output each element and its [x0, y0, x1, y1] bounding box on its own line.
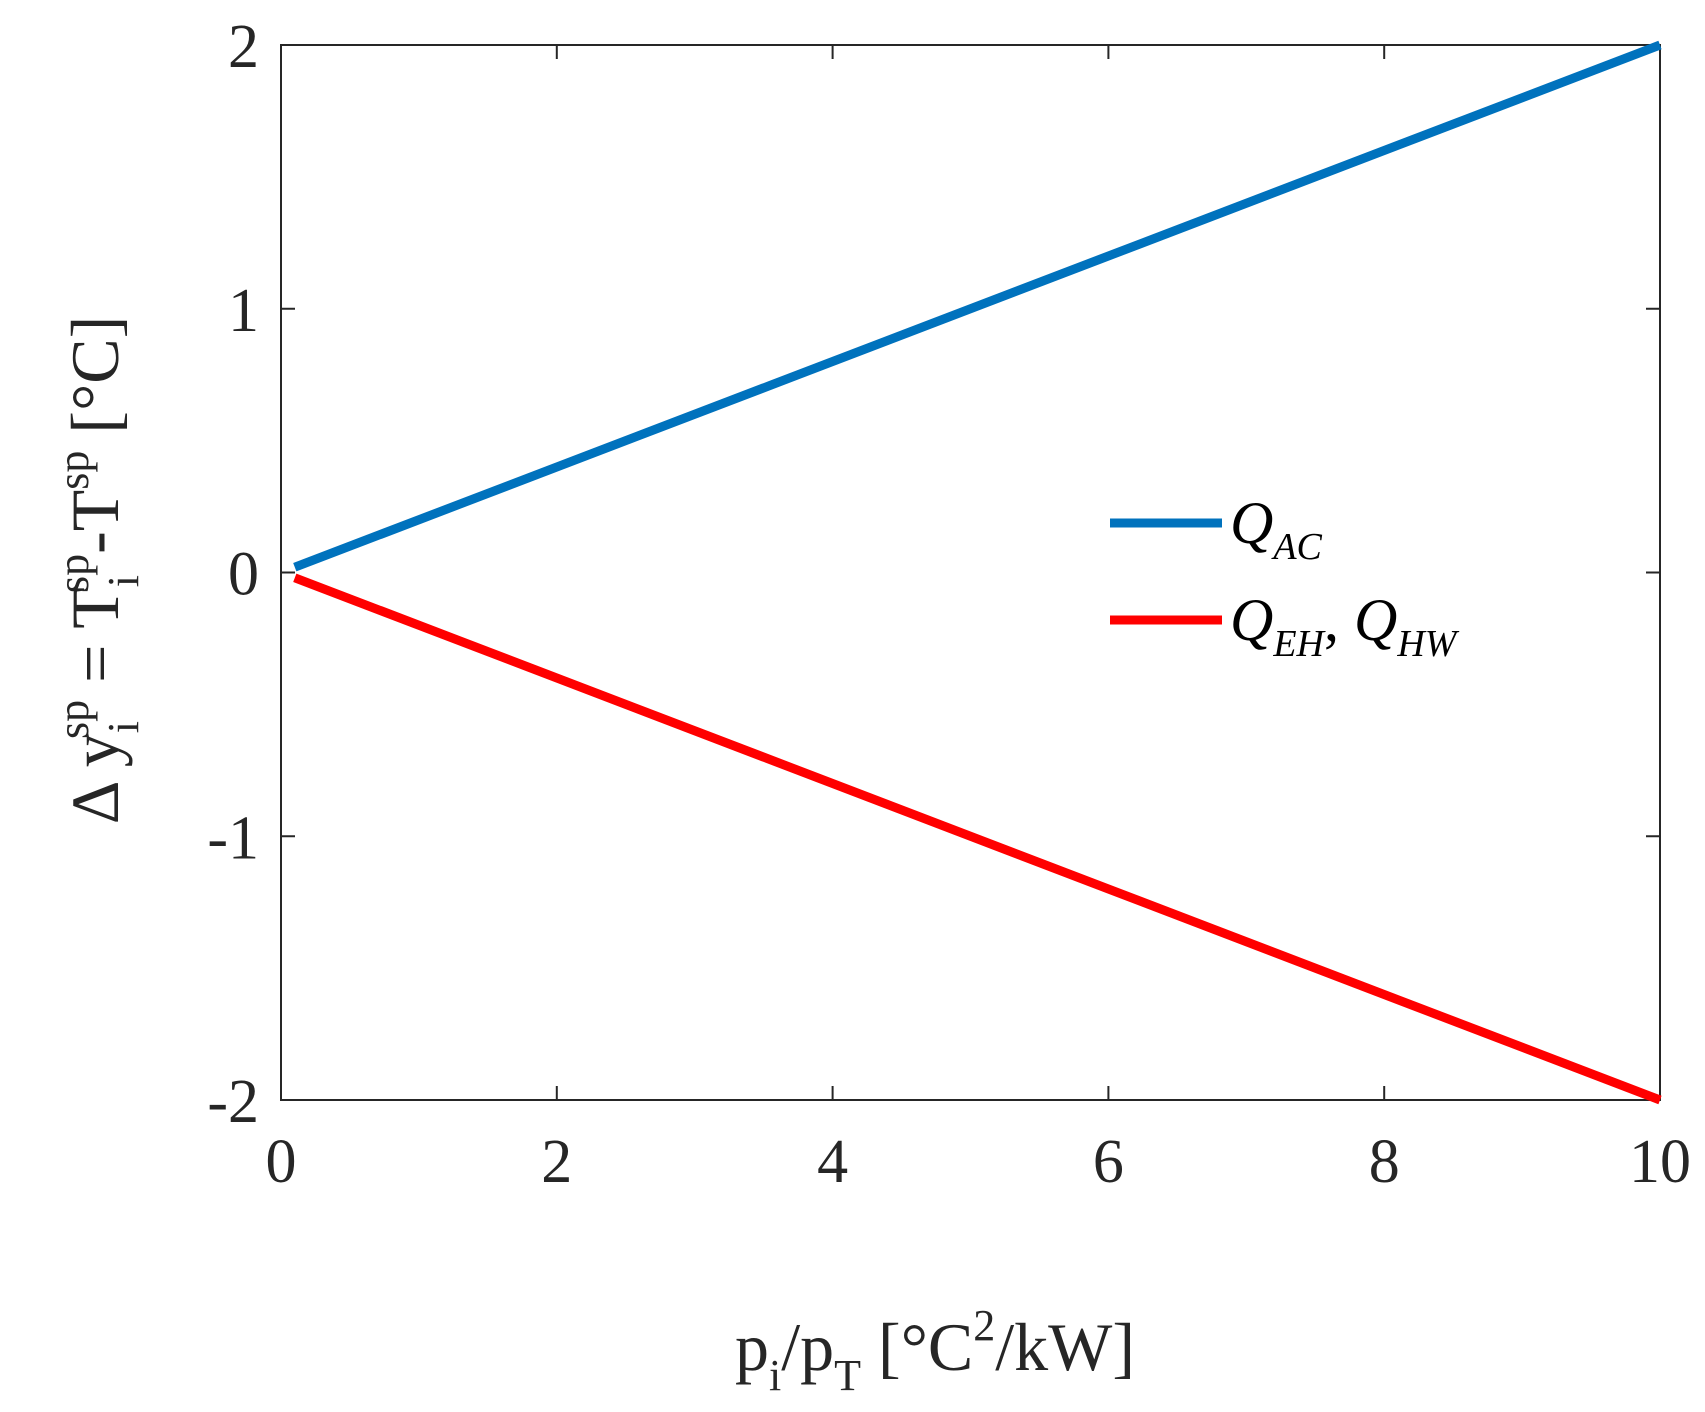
y-axis-title: Δ yisp = Tisp-Tsp [°C]: [49, 316, 148, 825]
x-tick-label: 4: [817, 1128, 848, 1196]
series-lines: [293, 40, 1662, 1105]
legend-symbol: Q: [1230, 587, 1273, 653]
x-axis-title-base: p: [735, 1309, 769, 1385]
x-axis-title-unit-end: /kW]: [995, 1309, 1135, 1385]
legend-label-2: QEH, QHW: [1230, 587, 1460, 665]
x-axis-title-unit-start: [°C: [861, 1309, 973, 1385]
y-axis-title-y-sub: i: [99, 721, 148, 733]
legend-symbol: Q: [1230, 490, 1273, 556]
x-axis-title-sep: /p: [781, 1309, 834, 1385]
legend-label-1: QAC: [1230, 490, 1323, 568]
legend-subscript: EH: [1272, 623, 1326, 665]
y-axis-title-t1-sub: i: [99, 575, 148, 587]
x-tick-label: 8: [1369, 1128, 1400, 1196]
x-tick-labels: 0 2 4 6 8 10: [266, 1128, 1692, 1196]
y-axis-title-eq: = T: [57, 587, 133, 700]
x-tick-label: 10: [1629, 1128, 1691, 1196]
y-axis-title-delta: Δ: [57, 782, 133, 824]
x-tick-label: 2: [541, 1128, 572, 1196]
y-tick-label: 1: [228, 277, 259, 345]
y-tick-label: -2: [207, 1068, 259, 1136]
axes-box: [280, 44, 1661, 1101]
x-axis-title-sup: 2: [973, 1301, 995, 1350]
y-axis-title-unit: [°C]: [57, 316, 133, 451]
y-tick-labels: -2 -1 0 1 2: [207, 13, 259, 1136]
x-tick-label: 6: [1093, 1128, 1124, 1196]
ticks: [280, 44, 1661, 1101]
x-axis-title: pi/pT [°C2/kW]: [735, 1301, 1135, 1400]
y-axis-title-t1-sup: sp: [49, 554, 98, 593]
legend-subscript: AC: [1270, 526, 1322, 568]
x-tick-label: 0: [266, 1128, 297, 1196]
legend-symbol: Q: [1354, 587, 1397, 653]
series-line-1: [293, 40, 1662, 572]
y-tick-label: -1: [207, 804, 259, 872]
x-axis-title-sub2: T: [834, 1351, 861, 1400]
y-axis-title-y: y: [57, 733, 133, 784]
y-axis-title-minus: -T: [57, 490, 133, 554]
y-tick-label: 2: [228, 13, 259, 81]
legend-subscript: HW: [1396, 623, 1459, 665]
series-line-2: [293, 573, 1662, 1105]
y-axis-title-y-sup: sp: [49, 700, 98, 739]
y-tick-label: 0: [228, 541, 259, 609]
legend-separator: ,: [1324, 587, 1354, 653]
x-axis-title-sub1: i: [769, 1351, 781, 1400]
y-axis-title-t2-sup: sp: [49, 451, 98, 490]
